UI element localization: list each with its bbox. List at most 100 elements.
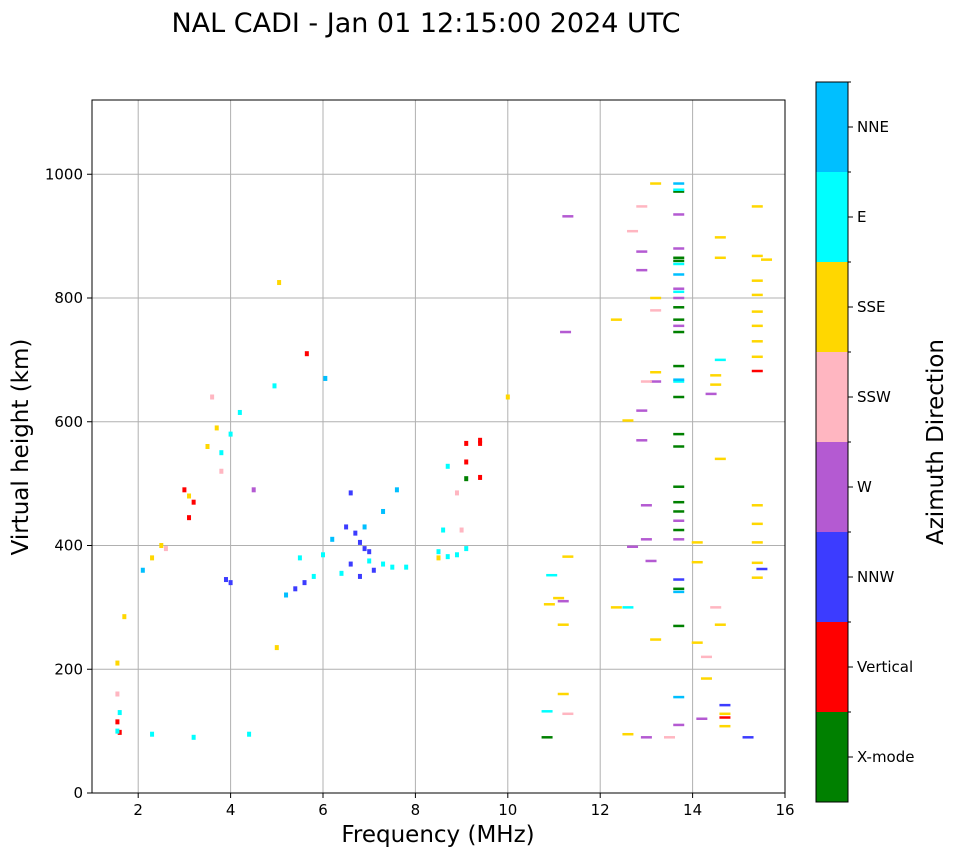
data-point-e xyxy=(339,570,344,576)
data-point-sse xyxy=(719,724,731,728)
data-point-w xyxy=(705,392,717,396)
data-point-e xyxy=(673,188,685,191)
x-tick-label: 2 xyxy=(133,801,143,819)
colorbar-segment xyxy=(816,262,848,352)
data-point-w xyxy=(560,330,572,334)
data-point-vertical xyxy=(478,437,483,443)
data-point-sse xyxy=(274,645,279,651)
data-point-e xyxy=(367,558,372,564)
data-point-sse xyxy=(691,541,703,544)
data-point-nnw xyxy=(357,573,362,579)
data-point-e xyxy=(228,431,233,437)
data-point-nnw xyxy=(719,703,731,707)
data-point-sse xyxy=(543,603,555,606)
data-point-w xyxy=(650,380,662,383)
data-point-nnw xyxy=(362,546,367,552)
data-point-vertical xyxy=(191,499,196,505)
data-point-sse xyxy=(691,560,703,564)
data-point-x-mode xyxy=(673,624,685,628)
data-point-nne xyxy=(673,590,685,594)
x-axis-label: Frequency (MHz) xyxy=(341,822,534,848)
data-point-w xyxy=(673,213,685,216)
data-point-vertical xyxy=(304,351,309,357)
data-point-x-mode xyxy=(673,500,685,504)
data-point-sse xyxy=(751,279,763,282)
data-point-ssw xyxy=(219,468,224,474)
data-point-x-mode xyxy=(673,190,685,193)
data-point-sse xyxy=(553,596,565,600)
colorbar-segment xyxy=(816,532,848,622)
data-point-w xyxy=(557,599,569,603)
colorbar-segment xyxy=(816,712,848,802)
data-point-sse xyxy=(751,541,763,544)
colorbar-frame xyxy=(815,81,849,803)
data-point-x-mode xyxy=(673,364,685,368)
x-axis-ticks: 2 4 6 8 10 12 14 16 xyxy=(133,793,795,819)
data-point-e xyxy=(673,380,685,383)
data-point-sse xyxy=(205,444,210,449)
data-point-e xyxy=(150,731,155,737)
data-point-e xyxy=(115,728,120,734)
data-point-sse xyxy=(751,254,763,258)
data-point-x-mode xyxy=(673,395,685,399)
data-point-sse xyxy=(714,457,726,461)
data-point-sse xyxy=(751,340,763,343)
data-point-e xyxy=(191,734,196,740)
data-point-nne xyxy=(323,375,328,381)
data-point-x-mode xyxy=(673,445,685,448)
data-point-sse xyxy=(187,493,192,499)
x-tick-label: 8 xyxy=(411,801,421,819)
data-point-x-mode xyxy=(673,432,685,436)
colorbar-tick-label: E xyxy=(857,208,866,226)
data-point-x-mode xyxy=(541,736,553,739)
data-point-w xyxy=(636,268,648,272)
data-point-sse xyxy=(700,677,712,680)
data-point-sse xyxy=(214,425,219,431)
data-points xyxy=(115,182,773,740)
data-point-vertical xyxy=(182,487,187,493)
data-point-e xyxy=(219,450,224,456)
x-tick-label: 6 xyxy=(318,801,328,819)
x-tick-label: 12 xyxy=(591,801,610,819)
data-point-w xyxy=(640,736,652,739)
y-tick-label: 400 xyxy=(54,537,83,555)
data-point-ssw xyxy=(115,691,120,697)
data-point-ssw xyxy=(459,527,464,533)
colorbar-tick-label: SSE xyxy=(857,298,886,316)
data-point-nnw xyxy=(353,530,358,536)
data-point-x-mode xyxy=(673,485,685,488)
data-point-x-mode xyxy=(673,528,685,532)
data-point-w xyxy=(636,250,648,253)
colorbar-tick-label: SSW xyxy=(857,388,891,406)
data-point-e xyxy=(297,555,302,561)
data-point-e xyxy=(445,463,450,469)
data-point-sse xyxy=(622,732,634,736)
data-point-nnw xyxy=(302,580,307,586)
data-point-sse xyxy=(650,296,662,300)
data-point-w xyxy=(673,296,685,300)
data-point-w xyxy=(696,717,708,720)
data-point-sse xyxy=(710,374,722,377)
data-point-nnw xyxy=(371,567,376,573)
data-point-sse xyxy=(115,660,120,666)
data-point-w xyxy=(640,538,652,541)
data-point-sse xyxy=(650,638,662,641)
colorbar-tick-label: Vertical xyxy=(857,658,913,676)
data-point-nnw xyxy=(228,580,233,586)
data-point-ssw xyxy=(636,205,648,208)
data-point-e xyxy=(390,564,395,570)
data-point-ssw xyxy=(454,490,459,496)
data-point-e xyxy=(541,710,553,713)
data-point-e xyxy=(673,262,685,266)
colorbar-tick-label: NNW xyxy=(857,568,894,586)
y-axis-ticks: 0 200 400 600 800 1000 xyxy=(45,165,92,802)
x-tick-label: 4 xyxy=(226,801,236,819)
data-point-w xyxy=(636,439,648,442)
data-point-sse xyxy=(751,504,763,507)
data-point-w xyxy=(673,538,685,541)
data-point-ssw xyxy=(210,394,215,400)
data-point-vertical xyxy=(478,440,483,446)
azimuth-colorbar: X-mode Vertical NNW W SSW SSE E NNE xyxy=(815,81,914,803)
plot-area: 2 4 6 8 10 12 14 16 0 200 400 600 800 1000 xyxy=(45,99,795,819)
data-point-x-mode xyxy=(673,587,685,591)
